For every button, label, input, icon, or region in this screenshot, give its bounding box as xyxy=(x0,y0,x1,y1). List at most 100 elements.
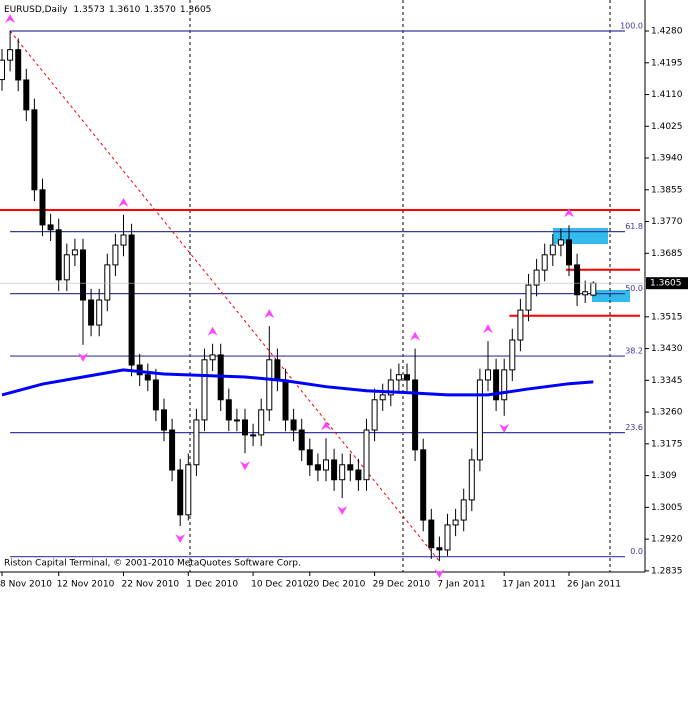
candle-body xyxy=(80,249,86,301)
price-label-box xyxy=(646,277,688,290)
candle-body xyxy=(557,239,564,246)
y-tick-label: 1.4110 xyxy=(651,90,683,100)
price-label: 1.3605 xyxy=(650,279,682,289)
x-tick-label: 1 Dec 2010 xyxy=(186,580,238,590)
candle-body xyxy=(7,49,14,61)
fractal-up xyxy=(410,331,421,341)
x-tick-label: 20 Dec 2010 xyxy=(308,580,366,590)
trendline xyxy=(9,30,440,562)
candle-body xyxy=(566,239,572,266)
candle-body xyxy=(274,359,281,381)
candle-body xyxy=(201,359,208,421)
candle-body xyxy=(71,249,78,256)
candle-body xyxy=(15,49,22,81)
candle-body xyxy=(258,409,265,436)
header: EURUSD,Daily 1.3573 1.3610 1.3570 1.3605 xyxy=(4,5,211,15)
y-tick-label: 1.4195 xyxy=(651,58,683,68)
candle-body xyxy=(444,524,451,551)
candle-body xyxy=(63,254,70,281)
fractal-down xyxy=(337,506,348,516)
x-tick-label: 10 Dec 2010 xyxy=(251,580,309,590)
candle-body xyxy=(379,394,386,401)
y-tick-label: 1.3430 xyxy=(651,344,683,354)
fractal-up xyxy=(564,208,574,218)
fractal-up xyxy=(207,326,218,336)
candle-body xyxy=(88,299,95,326)
candle-body xyxy=(574,264,581,296)
candle-body xyxy=(185,464,192,516)
candle-body xyxy=(509,339,516,371)
candle-body xyxy=(314,464,321,471)
candle-body xyxy=(347,464,354,471)
fractal-up xyxy=(5,14,16,24)
candle-body xyxy=(476,379,483,461)
candle-body xyxy=(193,419,200,466)
candle-body xyxy=(31,109,38,191)
fib-label: 23.6 xyxy=(625,423,643,432)
x-tick-label: 29 Dec 2010 xyxy=(373,580,431,590)
header-open: 1.3573 xyxy=(73,5,105,15)
candle-body xyxy=(39,189,46,226)
x-tick-label: 22 Nov 2010 xyxy=(122,580,180,590)
y-tick-label: 1.2835 xyxy=(651,566,683,576)
x-tick-label: 26 Jan 2011 xyxy=(567,580,621,590)
y-tick-label: 1.3515 xyxy=(651,312,683,322)
candle-body xyxy=(436,547,443,551)
candle-body xyxy=(161,409,167,431)
fractal-up xyxy=(118,197,129,207)
candle-body xyxy=(290,419,297,431)
symbol: EURUSD,Daily xyxy=(4,5,68,15)
candle-body xyxy=(460,499,467,521)
x-tick-label: 8 Nov 2010 xyxy=(0,580,52,590)
fib-label: 50.0 xyxy=(625,284,643,293)
candle-body xyxy=(55,229,62,281)
candle-body xyxy=(144,374,151,381)
candle-body xyxy=(533,269,540,286)
fractal-down xyxy=(175,534,186,544)
candle-body xyxy=(23,79,30,111)
candle-body xyxy=(501,369,508,401)
header-low: 1.3570 xyxy=(144,5,176,15)
highlight-box xyxy=(592,290,630,302)
fib-label: 38.2 xyxy=(625,347,643,356)
candle-body xyxy=(0,59,5,81)
candle-body xyxy=(128,234,135,366)
candle-body xyxy=(209,354,216,361)
fractal-up xyxy=(321,421,331,431)
candle-body xyxy=(169,429,176,471)
fractal-down xyxy=(240,461,250,471)
y-tick-label: 1.2920 xyxy=(651,535,683,545)
y-tick-label: 1.4280 xyxy=(651,27,683,37)
fractal-down xyxy=(78,352,88,362)
y-tick-label: 1.3345 xyxy=(651,376,683,386)
footer: Riston Capital Terminal, © 2001-2010 Met… xyxy=(4,559,301,569)
y-tick-label: 1.3855 xyxy=(651,185,683,195)
x-tick-label: 17 Jan 2011 xyxy=(502,580,556,590)
candle-body xyxy=(452,519,459,526)
candle-body xyxy=(590,282,597,296)
candle-body xyxy=(404,374,410,381)
candle-body xyxy=(47,224,54,231)
candle-body xyxy=(233,419,240,422)
candle-body xyxy=(177,469,184,516)
y-tick-label: 1.3175 xyxy=(651,439,683,449)
candle-body xyxy=(517,309,524,341)
fractal-down xyxy=(499,423,510,433)
y-tick-label: 1.3260 xyxy=(651,408,683,418)
fractal-up xyxy=(264,309,275,319)
y-tick-label: 1.309 xyxy=(651,471,677,481)
fib-label: 61.8 xyxy=(625,222,643,231)
candle-body xyxy=(250,434,257,437)
x-tick-label: 12 Nov 2010 xyxy=(57,580,115,590)
fib-label: 100.0 xyxy=(620,22,643,31)
candle-body xyxy=(306,449,313,466)
candle-body xyxy=(371,399,378,431)
fractal-down xyxy=(434,569,445,579)
candle-body xyxy=(387,379,394,396)
candle-body xyxy=(485,369,491,381)
candle-body xyxy=(112,244,119,266)
y-tick-label: 1.3005 xyxy=(651,503,683,513)
header-high: 1.3610 xyxy=(109,5,141,15)
x-tick-label: 7 Jan 2011 xyxy=(437,580,485,590)
